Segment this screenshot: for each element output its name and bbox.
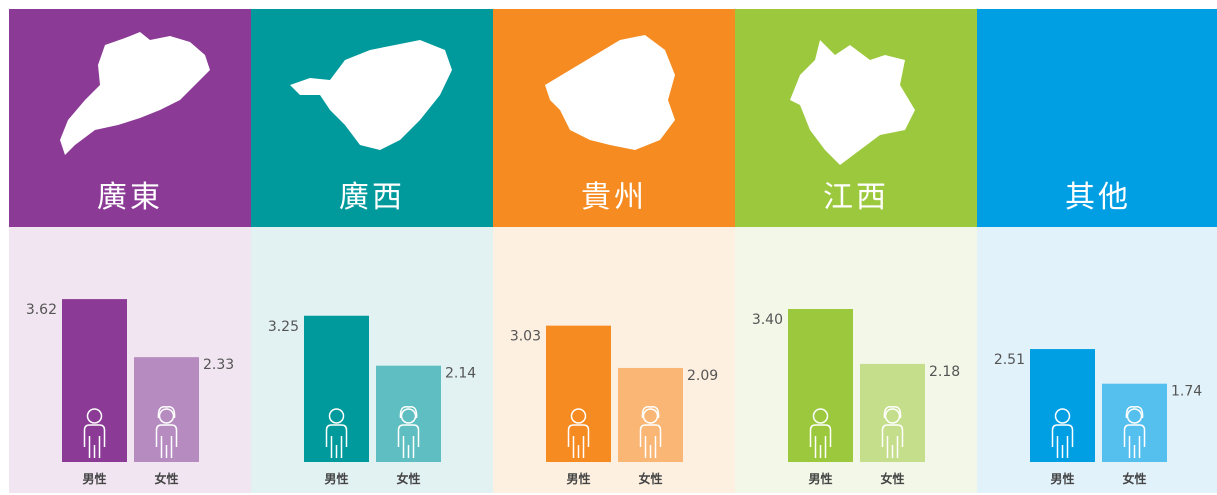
person-icon: [1051, 408, 1074, 458]
bar: [546, 325, 611, 462]
chart-panel: [9, 227, 251, 493]
category-label: 男性: [566, 471, 590, 486]
value-label: 3.25: [268, 319, 299, 335]
region-map: [290, 40, 452, 150]
icon-body: [83, 424, 106, 458]
person-icon: [639, 405, 662, 458]
icon-body: [1051, 424, 1074, 458]
bar: [62, 299, 127, 462]
region-map: [545, 35, 675, 150]
icon-body: [567, 424, 590, 458]
icon-head: [1054, 408, 1071, 424]
bar: [788, 309, 853, 462]
person-icon: [155, 405, 178, 458]
value-label: 2.51: [994, 352, 1025, 368]
region-map: [790, 40, 915, 165]
region-title: 廣東: [97, 180, 163, 215]
category-label: 男性: [82, 471, 106, 486]
chart-panel: [493, 227, 735, 493]
chart-panel: [251, 227, 493, 493]
value-label: 1.74: [1171, 384, 1202, 400]
chart-panel: [977, 227, 1217, 493]
chart-panel: [735, 227, 977, 493]
value-label: 2.14: [445, 366, 476, 382]
category-label: 女性: [154, 471, 178, 486]
category-label: 男性: [1050, 471, 1074, 486]
region-title: 江西: [823, 180, 889, 215]
icon-body: [1123, 424, 1146, 458]
bar: [1030, 349, 1095, 462]
icon-hair: [157, 405, 176, 419]
icon-hair: [883, 405, 902, 419]
value-label: 2.33: [203, 357, 234, 373]
person-icon: [881, 405, 904, 458]
icon-body: [639, 424, 662, 458]
icon-head: [570, 408, 587, 424]
bar: [304, 315, 369, 462]
icon-body: [155, 424, 178, 458]
person-icon: [809, 408, 832, 458]
icon-head: [642, 408, 659, 424]
region-title: 貴州: [581, 180, 647, 215]
value-label: 3.03: [510, 329, 541, 345]
value-label: 2.18: [929, 364, 960, 380]
person-icon: [83, 408, 106, 458]
icon-head: [1126, 408, 1143, 424]
category-label: 男性: [324, 471, 348, 486]
person-icon: [567, 408, 590, 458]
region-map: [60, 32, 210, 155]
icon-body: [809, 424, 832, 458]
region-title: 廣西: [339, 180, 405, 215]
person-icon: [1123, 405, 1146, 458]
icon-hair: [641, 405, 660, 419]
icon-head: [400, 408, 417, 424]
person-icon: [397, 405, 420, 458]
icon-body: [397, 424, 420, 458]
value-label: 2.09: [687, 368, 718, 384]
icon-hair: [1125, 405, 1144, 419]
icon-body: [325, 424, 348, 458]
icon-body: [881, 424, 904, 458]
category-label: 女性: [1122, 471, 1146, 486]
person-icon: [325, 408, 348, 458]
icon-head: [86, 408, 103, 424]
region-title: 其他: [1065, 180, 1131, 215]
header-panel: [977, 9, 1217, 227]
value-label: 3.40: [752, 312, 783, 328]
icon-head: [812, 408, 829, 424]
category-label: 女性: [396, 471, 420, 486]
category-label: 女性: [880, 471, 904, 486]
value-label: 3.62: [26, 302, 57, 318]
icon-head: [328, 408, 345, 424]
icon-head: [158, 408, 175, 424]
category-label: 女性: [638, 471, 662, 486]
category-label: 男性: [808, 471, 832, 486]
icon-hair: [399, 405, 418, 419]
icon-head: [884, 408, 901, 424]
